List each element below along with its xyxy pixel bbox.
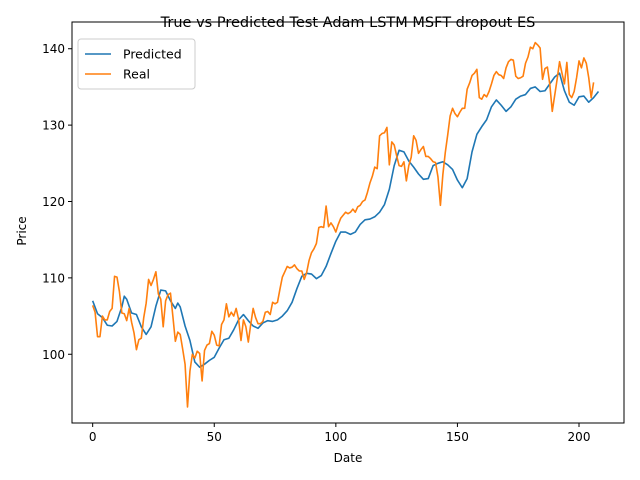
y-tick-label: 110: [42, 271, 65, 285]
y-tick-label: 130: [42, 119, 65, 133]
axes-frame: [71, 21, 625, 424]
x-axis-label: Date: [334, 451, 363, 465]
series-line-predicted: [91, 72, 600, 369]
x-tick-label: 0: [89, 430, 97, 444]
chart-title: True vs Predicted Test Adam LSTM MSFT dr…: [160, 15, 536, 31]
x-tick-label: 200: [568, 430, 591, 444]
legend: Predicted Real: [77, 38, 196, 90]
y-axis-label: Price: [15, 216, 29, 245]
y-tick-label: 100: [42, 348, 65, 362]
legend-frame: [77, 38, 196, 90]
x-tick-label: 100: [324, 430, 347, 444]
x-axis: 0 50 100 150 200: [89, 423, 591, 444]
legend-entry-real: Real: [123, 67, 150, 82]
y-axis: 100 110 120 130 140: [42, 42, 72, 362]
y-tick-label: 120: [42, 195, 65, 209]
y-tick-label: 140: [42, 42, 65, 56]
legend-entry-predicted: Predicted: [123, 47, 182, 62]
x-tick-label: 50: [207, 430, 222, 444]
x-tick-label: 150: [446, 430, 469, 444]
plot-area: [91, 41, 600, 408]
series-line-real: [91, 41, 595, 408]
